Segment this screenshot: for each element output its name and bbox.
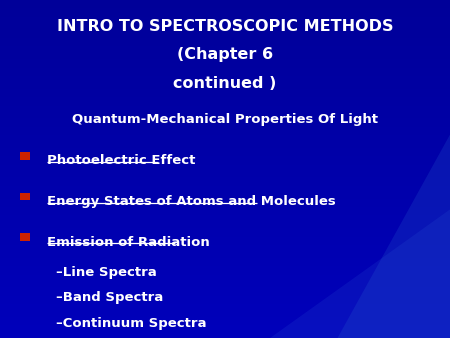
Bar	[0, 203, 450, 207]
Bar	[0, 64, 450, 68]
Bar	[0, 321, 450, 325]
Polygon shape	[270, 203, 450, 338]
Bar	[0, 42, 450, 46]
Bar	[0, 13, 450, 17]
Bar	[0, 216, 450, 220]
Bar	[0, 4, 450, 8]
Bar	[0, 173, 450, 177]
Bar	[0, 262, 450, 266]
Bar	[0, 241, 450, 245]
Bar	[0, 25, 450, 30]
Bar	[0, 186, 450, 190]
Bar	[0, 165, 450, 169]
Bar	[0, 47, 450, 51]
Bar	[0, 161, 450, 165]
Bar	[0, 80, 450, 84]
Bar	[0, 97, 450, 101]
Bar	[0, 123, 450, 127]
Bar	[0, 300, 450, 304]
Bar	[0, 313, 450, 317]
Polygon shape	[202, 118, 450, 338]
Bar	[20, 152, 30, 160]
Bar	[0, 38, 450, 42]
Text: –Line Spectra: –Line Spectra	[56, 266, 157, 279]
Bar	[0, 279, 450, 283]
Bar	[0, 76, 450, 80]
Text: INTRO TO SPECTROSCOPIC METHODS: INTRO TO SPECTROSCOPIC METHODS	[57, 19, 393, 33]
Bar	[0, 308, 450, 313]
Bar	[0, 254, 450, 258]
Bar	[0, 198, 450, 203]
Bar	[0, 169, 450, 173]
Bar	[0, 51, 450, 55]
Text: (Chapter 6: (Chapter 6	[177, 47, 273, 62]
Bar	[0, 127, 450, 131]
Bar	[0, 249, 450, 254]
Bar	[0, 114, 450, 118]
Bar	[0, 0, 450, 4]
Text: Emission of Radiation: Emission of Radiation	[47, 236, 210, 248]
Bar	[0, 8, 450, 13]
Bar	[0, 72, 450, 76]
Text: Energy States of Atoms and Molecules: Energy States of Atoms and Molecules	[47, 195, 336, 208]
Bar	[0, 220, 450, 224]
Bar	[0, 17, 450, 21]
Bar	[0, 334, 450, 338]
Bar	[0, 245, 450, 249]
Bar	[0, 224, 450, 228]
Bar	[0, 291, 450, 296]
Bar	[20, 193, 30, 200]
Bar	[0, 21, 450, 25]
Bar	[0, 266, 450, 270]
Bar	[0, 194, 450, 199]
Text: Photoelectric Effect: Photoelectric Effect	[47, 154, 196, 167]
Bar	[0, 270, 450, 274]
Text: continued ): continued )	[173, 76, 277, 91]
Bar	[0, 140, 450, 144]
Bar	[0, 34, 450, 38]
Bar	[0, 228, 450, 233]
Bar	[0, 274, 450, 279]
Bar	[0, 105, 450, 110]
Bar	[0, 55, 450, 59]
Bar	[0, 118, 450, 123]
Bar	[0, 182, 450, 186]
Bar	[0, 237, 450, 241]
Bar	[0, 59, 450, 64]
Bar	[0, 68, 450, 72]
Bar	[0, 317, 450, 321]
Bar	[0, 304, 450, 308]
Bar	[0, 148, 450, 152]
Bar	[20, 234, 30, 241]
Text: Quantum-Mechanical Properties Of Light: Quantum-Mechanical Properties Of Light	[72, 113, 378, 126]
Bar	[0, 152, 450, 156]
Bar	[0, 177, 450, 182]
Bar	[0, 325, 450, 330]
Bar	[0, 207, 450, 211]
Bar	[0, 110, 450, 114]
Bar	[0, 211, 450, 216]
Bar	[0, 89, 450, 93]
Text: –Continuum Spectra: –Continuum Spectra	[56, 317, 207, 330]
Bar	[0, 144, 450, 148]
Bar	[0, 93, 450, 97]
Bar	[0, 101, 450, 105]
Bar	[0, 283, 450, 287]
Bar	[0, 131, 450, 135]
Bar	[0, 233, 450, 237]
Bar	[0, 296, 450, 300]
Bar	[0, 330, 450, 334]
Bar	[0, 156, 450, 161]
Bar	[0, 258, 450, 262]
Bar	[0, 30, 450, 34]
Text: –Band Spectra: –Band Spectra	[56, 291, 163, 304]
Bar	[0, 190, 450, 194]
Bar	[0, 84, 450, 89]
Bar	[0, 135, 450, 139]
Bar	[0, 287, 450, 291]
